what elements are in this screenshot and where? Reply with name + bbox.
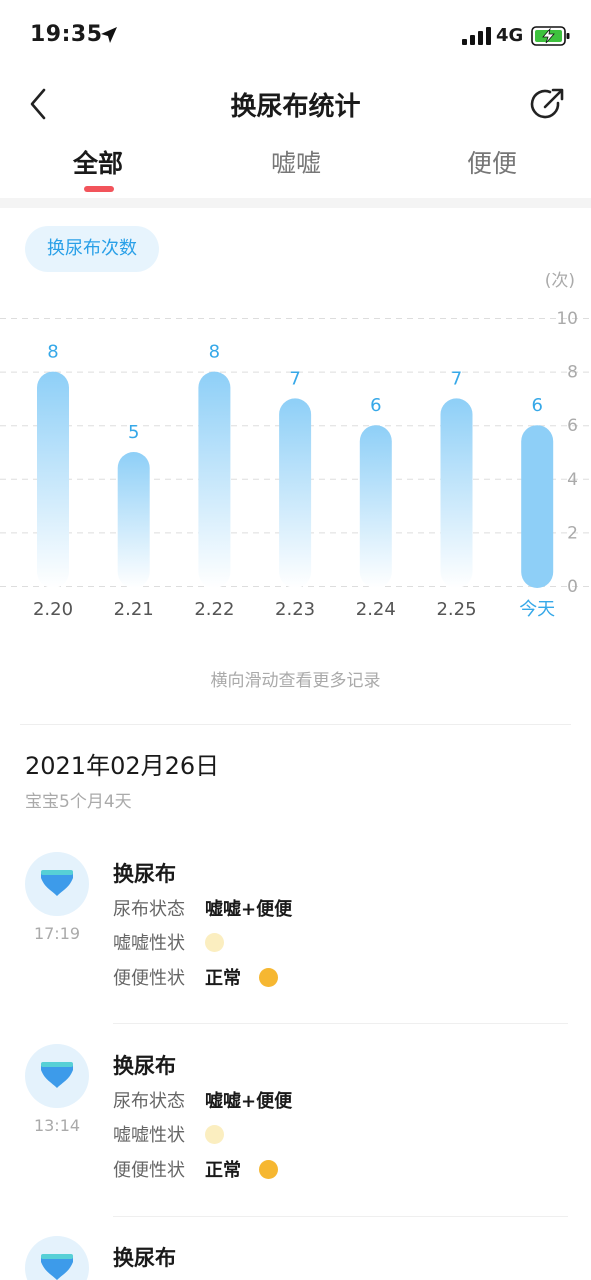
y-tick-label: 2 [567, 523, 578, 543]
record-title: 换尿布 [113, 1246, 176, 1270]
chart-bar [279, 398, 312, 588]
tab-pee[interactable]: 嘘嘘 [270, 149, 321, 178]
record-time: 17:19 [33, 924, 81, 943]
diaper-status-row: 尿布状态 嘘嘘+便便 [113, 893, 292, 923]
bar-value-label: 8 [47, 342, 58, 363]
poop-color-dot [259, 1159, 278, 1179]
poop-texture-value: 正常 [205, 968, 241, 989]
bar-value-label: 6 [370, 395, 381, 416]
record-item[interactable]: 换尿布 [0, 1236, 591, 1280]
x-tick-label: 2.21 [114, 599, 154, 620]
diaper-status-value: 嘘嘘+便便 [205, 1091, 293, 1112]
navigation-bar: 换尿布统计 [0, 70, 591, 138]
x-tick-label: 2.23 [275, 599, 315, 620]
diaper-icon [25, 1236, 89, 1280]
poop-texture-row: 便便性状 正常 [113, 962, 278, 992]
pee-texture-label: 嘘嘘性状 [113, 1125, 185, 1146]
record-item[interactable]: 17:19 换尿布 尿布状态 嘘嘘+便便 嘘嘘性状 便便性状 正常 [0, 852, 591, 1042]
y-tick-label: 8 [567, 363, 578, 383]
cellular-signal-icon [462, 27, 491, 45]
page-title: 换尿布统计 [230, 92, 361, 122]
section-separator [0, 198, 591, 208]
active-tab-indicator [84, 186, 114, 192]
chart-bar [440, 398, 473, 588]
x-tick-label: 2.20 [33, 599, 73, 620]
location-arrow-icon [101, 27, 117, 43]
y-axis-unit-label: (次) [545, 271, 575, 291]
bar-value-label: 5 [128, 422, 139, 443]
diaper-count-chip[interactable]: 换尿布次数 [25, 226, 159, 272]
share-icon[interactable] [528, 84, 566, 124]
record-divider [113, 1216, 568, 1217]
section-divider [20, 724, 571, 725]
poop-texture-row: 便便性状 正常 [113, 1154, 278, 1184]
pee-texture-row: 嘘嘘性状 [113, 1119, 224, 1149]
poop-texture-label: 便便性状 [113, 1160, 185, 1181]
back-icon[interactable] [24, 84, 56, 124]
poop-texture-value: 正常 [205, 1160, 241, 1181]
bar-value-label: 7 [289, 368, 300, 389]
y-tick-label: 6 [567, 416, 578, 436]
x-tick-label: 今天 [519, 599, 555, 620]
diaper-icon [25, 1044, 89, 1108]
bar-value-label: 6 [531, 395, 542, 416]
record-title: 换尿布 [113, 862, 176, 886]
x-tick-label: 2.24 [356, 599, 396, 620]
diaper-status-value: 嘘嘘+便便 [205, 899, 293, 920]
x-tick-label: 2.25 [436, 599, 476, 620]
pee-color-dot [205, 932, 224, 952]
pee-texture-row: 嘘嘘性状 [113, 927, 224, 957]
tab-poop[interactable]: 便便 [466, 149, 517, 178]
bar-value-label: 8 [209, 342, 220, 363]
y-tick-label: 0 [567, 577, 578, 597]
baby-age: 宝宝5个月4天 [25, 792, 132, 812]
bar-value-label: 7 [451, 368, 462, 389]
poop-color-dot [259, 967, 278, 987]
tab-bar: 全部 嘘嘘 便便 [0, 140, 591, 196]
poop-texture-label: 便便性状 [113, 968, 185, 989]
chart-bar [359, 425, 392, 588]
record-title: 换尿布 [113, 1054, 176, 1078]
x-tick-label: 2.22 [194, 599, 234, 620]
tab-all[interactable]: 全部 [72, 149, 123, 178]
status-bar: 19:35 4G [0, 0, 591, 70]
pee-texture-label: 嘘嘘性状 [113, 933, 185, 954]
y-tick-label: 4 [567, 470, 578, 490]
y-tick-label: 10 [556, 309, 578, 329]
pee-color-dot [205, 1124, 224, 1144]
battery-charging-icon [531, 26, 570, 46]
record-divider [113, 1023, 568, 1024]
diaper-icon [25, 852, 89, 916]
record-date: 2021年02月26日 [25, 752, 220, 780]
diaper-status-label: 尿布状态 [113, 1091, 185, 1112]
status-time: 19:35 [30, 22, 103, 47]
chart-bar [521, 425, 554, 588]
diaper-status-row: 尿布状态 嘘嘘+便便 [113, 1085, 292, 1115]
record-time: 13:14 [33, 1116, 81, 1135]
network-type: 4G [496, 25, 524, 46]
diaper-status-label: 尿布状态 [113, 899, 185, 920]
record-item[interactable]: 13:14 换尿布 尿布状态 嘘嘘+便便 嘘嘘性状 便便性状 正常 [0, 1044, 591, 1234]
diaper-count-chart[interactable]: (次) 10 8 6 4 2 0 8 2.20 5 2.21 8 2.22 7 2.23 6 2.24 7 2.25… [0, 260, 591, 630]
chart-bar [117, 452, 150, 588]
scroll-hint: 横向滑动查看更多记录 [210, 671, 381, 691]
chart-bar [198, 371, 231, 588]
chart-bar [37, 371, 69, 588]
